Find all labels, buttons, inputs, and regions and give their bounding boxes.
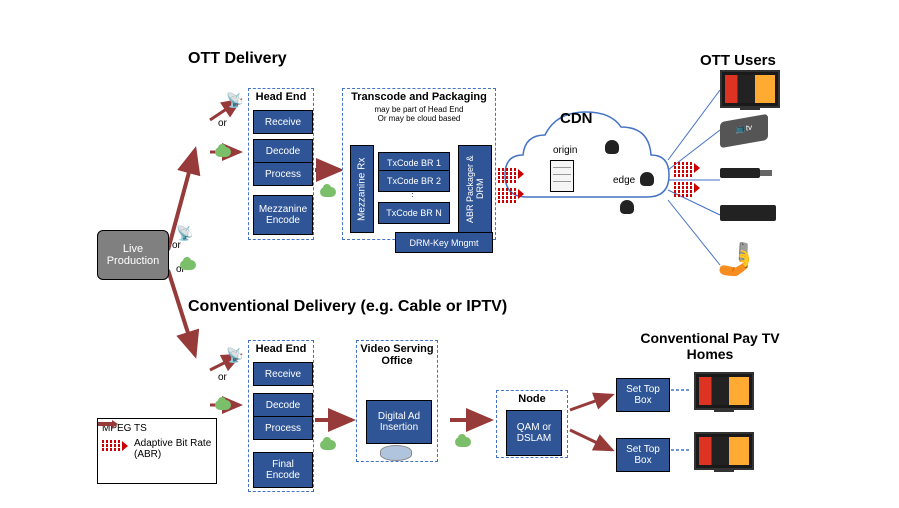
packager: ABR Packager & DRM bbox=[458, 145, 492, 233]
stb-2: Set Top Box bbox=[616, 438, 670, 472]
ott-title: OTT Delivery bbox=[188, 50, 287, 68]
firestick-icon bbox=[720, 168, 772, 176]
tv-icon bbox=[694, 372, 754, 410]
paytv-title: Conventional Pay TV Homes bbox=[640, 330, 780, 362]
live-production: Live Production bbox=[97, 230, 169, 280]
he-decode: Decode bbox=[253, 139, 313, 163]
legend: MPEG TS Adaptive Bit Rate (ABR) bbox=[97, 418, 217, 484]
edge-label: edge bbox=[613, 175, 635, 186]
cdn-title: CDN bbox=[560, 110, 593, 127]
brn: TxCode BR N bbox=[378, 202, 450, 224]
tv-icon bbox=[720, 70, 780, 108]
he-process: Process bbox=[253, 162, 313, 186]
stb-1: Set Top Box bbox=[616, 378, 670, 412]
db-icon bbox=[620, 200, 634, 214]
mez-rx: Mezzanine Rx bbox=[350, 145, 374, 233]
origin-label: origin bbox=[553, 145, 577, 156]
tx-title: Transcode and Packaging bbox=[343, 89, 495, 105]
tx-sub: may be part of Head End Or may be cloud … bbox=[343, 105, 495, 123]
ott-users-title: OTT Users bbox=[700, 52, 776, 69]
stb-icon bbox=[720, 205, 776, 221]
or-3: or bbox=[218, 118, 227, 129]
drm: DRM-Key Mngmt bbox=[395, 232, 493, 253]
origin-server-icon bbox=[550, 160, 574, 192]
he-receive: Receive bbox=[253, 110, 313, 134]
db-icon bbox=[605, 140, 619, 154]
phone-icon: 🤳 bbox=[716, 240, 756, 278]
db-icon bbox=[640, 172, 654, 186]
or-4: or bbox=[218, 372, 227, 383]
appletv-icon: 📺tv bbox=[720, 114, 768, 148]
tv-icon bbox=[694, 432, 754, 470]
headend-title: Head End bbox=[249, 89, 313, 105]
disk-icon bbox=[380, 445, 412, 461]
he-mez: Mezzanine Encode bbox=[253, 195, 313, 235]
conv-title: Conventional Delivery (e.g. Cable or IPT… bbox=[188, 298, 507, 316]
